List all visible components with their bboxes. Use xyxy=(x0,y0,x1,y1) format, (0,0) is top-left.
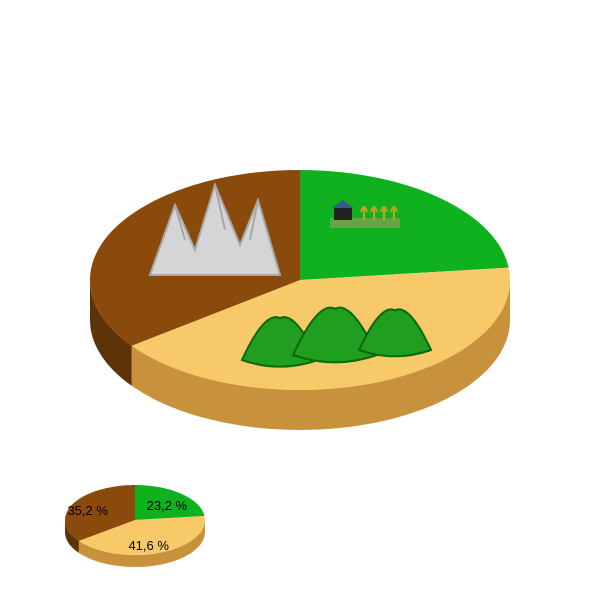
main-pie xyxy=(90,170,510,430)
legend-label-plains: 23,2 % xyxy=(147,498,187,513)
farm-house xyxy=(334,208,352,220)
legend-label-hills: 41,6 % xyxy=(128,538,168,553)
legend-label-mountains: 35,2 % xyxy=(67,503,107,518)
pie-chart-3d: 35,2 % 23,2 % 41,6 % xyxy=(0,0,600,600)
